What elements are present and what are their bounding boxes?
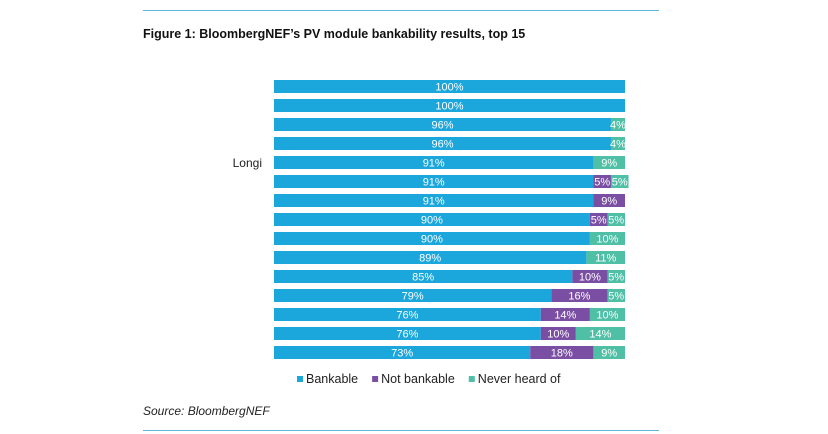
data-label: 9% — [601, 196, 617, 208]
data-label: 5% — [608, 215, 624, 227]
data-label: 14% — [554, 310, 576, 322]
figure-source: Source: BloombergNEF — [143, 404, 270, 418]
legend-label: Not bankable — [381, 372, 455, 386]
bar-segment — [607, 289, 625, 302]
bar-segment — [593, 175, 611, 188]
data-label: 91% — [423, 177, 445, 189]
data-label: 100% — [435, 101, 463, 113]
bar-segment — [593, 194, 625, 207]
data-label: 85% — [412, 272, 434, 284]
data-label: 5% — [612, 177, 628, 189]
bar-segment — [540, 308, 590, 321]
bar-segment — [589, 232, 625, 245]
bar-segment — [593, 156, 625, 169]
bar-segment — [607, 213, 625, 226]
legend-swatch — [468, 376, 475, 382]
legend-label: Bankable — [306, 372, 358, 386]
bar-segment — [610, 118, 625, 131]
data-label: 5% — [608, 272, 624, 284]
legend-swatch — [372, 376, 379, 382]
data-label: 76% — [396, 310, 418, 322]
data-label: 96% — [431, 120, 453, 132]
data-label: 91% — [423, 158, 445, 170]
data-label: 14% — [589, 329, 611, 341]
bar-segment — [593, 346, 625, 359]
bar-segment — [572, 270, 608, 283]
bar-segment — [540, 327, 576, 340]
data-label: 5% — [591, 215, 607, 227]
bar-segment — [274, 308, 541, 321]
bar-segment — [274, 175, 594, 188]
data-label: 10% — [547, 329, 569, 341]
data-label: 16% — [568, 291, 590, 303]
bar-segment — [274, 194, 594, 207]
legend-label: Never heard of — [478, 372, 561, 386]
data-label: 9% — [601, 158, 617, 170]
bar-segment — [551, 289, 608, 302]
bar-segment — [607, 270, 625, 283]
data-label: 10% — [596, 234, 618, 246]
data-label: 11% — [595, 253, 616, 265]
bar-segment — [586, 251, 625, 264]
bar-segment — [575, 327, 625, 340]
bar-segment — [589, 308, 625, 321]
data-label: 5% — [594, 177, 610, 189]
data-label: 91% — [423, 196, 445, 208]
bar-segment — [274, 118, 611, 131]
bar-segment — [274, 213, 590, 226]
bar-segment — [274, 327, 541, 340]
data-label: 90% — [421, 215, 443, 227]
data-label: 90% — [421, 234, 443, 246]
data-label: 76% — [396, 329, 418, 341]
bar-segment — [274, 346, 531, 359]
data-label: 73% — [391, 348, 413, 360]
bottom-rule — [143, 430, 659, 431]
bar-segment — [274, 289, 552, 302]
bar-segment — [610, 175, 629, 188]
bar-segment — [530, 346, 594, 359]
bar-segment — [610, 137, 625, 150]
data-label: 10% — [579, 272, 601, 284]
data-label: 4% — [610, 139, 626, 151]
data-label: 18% — [551, 348, 573, 360]
category-label: Longi — [233, 156, 262, 170]
data-label: 100% — [435, 82, 463, 94]
bar-segment — [274, 251, 587, 264]
bar-segment — [274, 80, 625, 93]
bar-segment — [274, 232, 590, 245]
bar-segment — [589, 213, 608, 226]
bar-segment — [274, 137, 611, 150]
bar-segment — [274, 99, 625, 112]
top-rule — [143, 10, 659, 11]
data-label: 10% — [596, 310, 618, 322]
data-label: 96% — [431, 139, 453, 151]
data-label: 79% — [402, 291, 424, 303]
data-label: 4% — [610, 120, 626, 132]
legend-swatch — [297, 376, 303, 382]
data-label: 9% — [601, 348, 617, 360]
bar-segment — [274, 270, 573, 283]
bar-segment — [274, 156, 594, 169]
data-label: 5% — [608, 291, 624, 303]
figure-title: Figure 1: BloombergNEF’s PV module banka… — [143, 27, 526, 41]
data-label: 89% — [419, 253, 441, 265]
